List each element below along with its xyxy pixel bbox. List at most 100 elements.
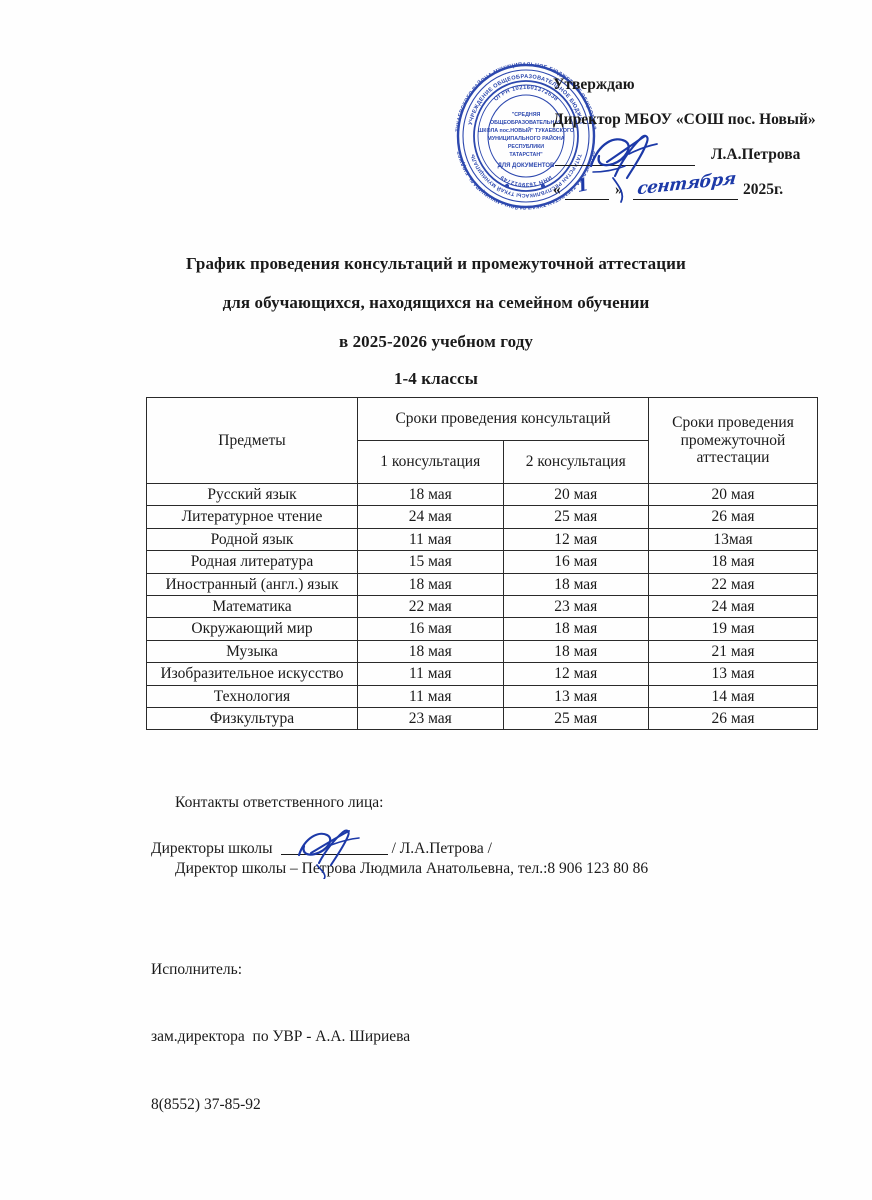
cell-attestation: 21 мая [648,639,818,664]
approval-organization: Директор МБОУ «СОШ пос. Новый» [553,110,816,128]
contacts-line: Директор школы – Петрова Людмила Анатоль… [175,860,649,877]
svg-text:ТАТАРСТАН": ТАТАРСТАН" [509,152,543,158]
cell-subject: Русский язык [146,482,358,507]
cell-consult-1: 22 мая [357,594,504,619]
quote-open: « [553,180,561,198]
cell-consult-1: 16 мая [357,617,504,641]
col-header-subjects: Предметы [146,397,358,484]
cell-attestation: 22 мая [648,572,818,596]
page-title-line-4: 1-4 классы [393,369,479,388]
executor-block: Исполнитель: зам.директора по УВР - А.А.… [151,914,410,1161]
cell-attestation: 26 мая [648,505,818,529]
approval-date-row: « 1 » сентября 2025г. [553,168,853,205]
cell-attestation: 26 мая [648,706,818,731]
cell-consult-1: 11 мая [357,684,504,708]
cell-subject: Технология [146,684,358,708]
cell-consult-2: 18 мая [502,572,649,596]
signature-label: Директоры школы [151,840,273,857]
table-body: Русский язык 18 мая 20 мая 20 мая Литера… [146,482,818,731]
approval-word: Утверждаю [553,76,635,93]
table-header-row-1: Предметы Сроки проведения консультаций С… [146,397,818,484]
page-title-line-1: График проведения консультаций и промежу… [186,254,686,273]
cell-subject: Родной язык [146,527,358,552]
contacts-heading: Контакты ответственного лица: [175,794,384,811]
col-header-consult-2: 2 консультация [502,440,649,484]
approval-block: Утверждаю Директор МБОУ «СОШ пос. Новый»… [553,76,853,205]
cell-consult-2: 25 мая [502,706,649,731]
cell-consult-2: 18 мая [502,617,649,641]
table-header-row-2: 1 консультация 2 консультация [147,440,818,484]
cell-subject: Физкультура [146,706,358,731]
cell-consult-1: 18 мая [357,482,504,507]
cell-consult-2: 18 мая [502,639,649,664]
table-row: Изобразительное искусство 11 мая 12 мая … [146,662,818,686]
svg-text:РЕСПУБЛИКИ: РЕСПУБЛИКИ [508,144,544,150]
signature-rule [555,164,695,166]
schedule-table: Предметы Сроки проведения консультаций С… [146,397,818,731]
date-day-rule [565,198,609,200]
cell-subject: Родная литература [146,550,358,574]
svg-text:ИНН 1639012749: ИНН 1639012749 [499,174,553,187]
cell-subject: Иностранный (англ.) язык [146,572,358,596]
page-title-line-2: для обучающихся, находящихся на семейном… [222,293,650,312]
table-header: Предметы Сроки проведения консультаций С… [146,397,818,484]
cell-attestation: 14 мая [648,684,818,708]
cell-consult-2: 23 мая [502,594,649,619]
table-row: Физкультура 23 мая 25 мая 26 мая [146,706,818,731]
cell-subject: Музыка [146,639,358,664]
cell-subject: Окружающий мир [146,617,358,641]
date-month-rule [633,198,738,200]
svg-text:ДЛЯ ДОКУМЕНТОВ: ДЛЯ ДОКУМЕНТОВ [498,163,555,169]
cell-consult-2: 16 мая [502,550,649,574]
executor-phone: 8(8552) 37-85-92 [151,1095,261,1113]
approval-year: 2025г. [743,180,784,198]
table-row: Литературное чтение 24 мая 25 мая 26 мая [146,505,818,529]
quote-close: » [615,180,623,198]
cell-subject: Математика [146,594,358,619]
handwritten-day: 1 [574,174,591,197]
table-row: Математика 22 мая 23 мая 24 мая [146,594,818,619]
cell-subject: Литературное чтение [146,505,358,529]
page-title-line-3: в 2025-2026 учебном году [338,332,534,351]
cell-consult-1: 11 мая [357,662,504,686]
cell-consult-1: 11 мая [357,527,504,552]
cell-attestation: 13мая [648,527,818,552]
table-row: Родной язык 11 мая 12 мая 13мая [146,527,818,552]
cell-subject: Изобразительное искусство [146,662,358,686]
cell-consult-2: 25 мая [502,505,649,529]
signature-person-name: / Л.А.Петрова / [391,840,492,857]
cell-consult-2: 20 мая [502,482,649,507]
signature-block: Директоры школы / Л.А.Петрова / [151,840,492,858]
cell-attestation: 20 мая [648,482,818,507]
executor-heading: Исполнитель: [151,960,243,978]
cell-attestation: 24 мая [648,594,818,619]
approval-director-name: Л.А.Петрова [711,145,801,163]
cell-consult-1: 15 мая [357,550,504,574]
col-header-attestation: Сроки проведения промежуточной аттестаци… [648,397,818,484]
table-row: Иностранный (англ.) язык 18 мая 18 мая 2… [146,572,818,596]
cell-attestation: 13 мая [648,662,818,686]
approval-signature-row: Л.А.Петрова [553,135,853,177]
table-row: Окружающий мир 16 мая 18 мая 19 мая [146,617,818,641]
cell-consult-1: 18 мая [357,572,504,596]
table-row: Технология 11 мая 13 мая 14 мая [146,684,818,708]
svg-text:ОБЩЕОБРАЗОВАТЕЛЬНАЯ: ОБЩЕОБРАЗОВАТЕЛЬНАЯ [490,120,562,126]
cell-consult-2: 12 мая [502,662,649,686]
contacts-block: Контакты ответственного лица: Директор ш… [175,748,648,924]
cell-consult-2: 12 мая [502,527,649,552]
col-header-consult-group: Сроки проведения консультаций [357,397,649,441]
signature-line-rule [280,842,388,855]
svg-text:"СРЕДНЯЯ: "СРЕДНЯЯ [512,112,541,118]
cell-consult-1: 23 мая [357,706,504,731]
table-row: Музыка 18 мая 18 мая 21 мая [146,639,818,664]
table-row: Родная литература 15 мая 16 мая 18 мая [146,550,818,574]
executor-person: зам.директора по УВР - А.А. Шириева [151,1028,411,1046]
svg-text:ОГРН 1021601372638: ОГРН 1021601372638 [493,85,559,103]
table-row: Русский язык 18 мая 20 мая 20 мая [146,482,818,507]
cell-consult-1: 18 мая [357,639,504,664]
cell-consult-2: 13 мая [502,684,649,708]
cell-attestation: 18 мая [648,550,818,574]
col-header-consult-1: 1 консультация [357,440,504,484]
cell-attestation: 19 мая [648,617,818,641]
